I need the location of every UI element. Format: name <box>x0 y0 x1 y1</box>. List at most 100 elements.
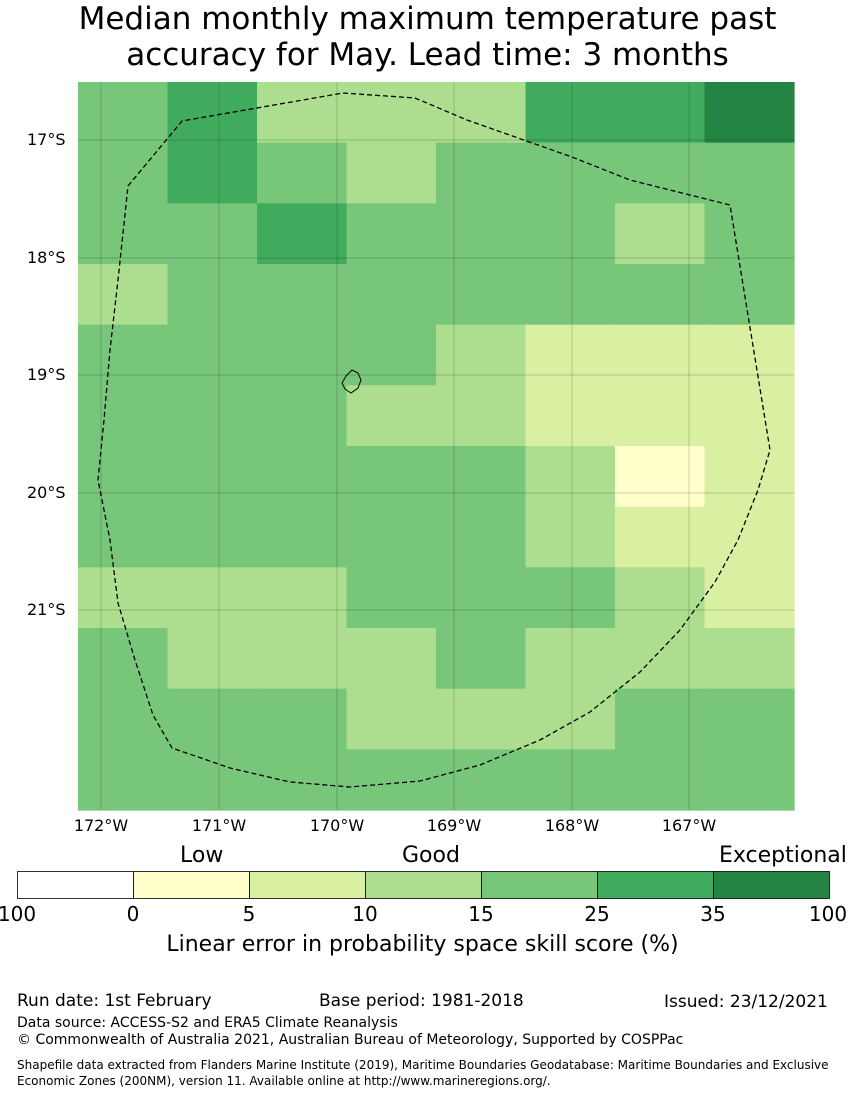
grid-cell <box>167 324 258 386</box>
grid-cell <box>346 688 437 750</box>
grid-cell <box>167 82 258 144</box>
grid-cell <box>167 385 258 447</box>
grid-cell <box>525 324 616 386</box>
lon-label-169w: 169°W <box>426 816 482 835</box>
colorbar-tick-25: 25 <box>584 902 610 926</box>
grid-cell <box>78 688 169 750</box>
colorbar-segment <box>133 871 250 899</box>
grid-cell <box>704 446 795 508</box>
lon-label-171w: 171°W <box>191 816 247 835</box>
colorbar-tick-15: 15 <box>468 902 494 926</box>
grid-cell <box>704 749 795 811</box>
grid-cell <box>167 628 258 690</box>
grid-cell <box>704 688 795 750</box>
grid-cell <box>78 82 169 144</box>
grid-cell <box>167 446 258 508</box>
grid-cell <box>257 203 348 265</box>
grid-cell <box>78 142 169 204</box>
lat-label-19s: 19°S <box>27 365 66 384</box>
issued-date: Issued: 23/12/2021 <box>664 992 828 1012</box>
grid-cell <box>167 264 258 326</box>
grid-cell <box>615 264 706 326</box>
grid-cell <box>167 506 258 568</box>
grid-cell <box>525 203 616 265</box>
grid-cell <box>436 385 527 447</box>
grid-cell <box>436 567 527 629</box>
grid-cell <box>78 324 169 386</box>
grid-cell <box>257 749 348 811</box>
grid-cell <box>525 142 616 204</box>
grid-cell <box>525 628 616 690</box>
grid-cell <box>525 749 616 811</box>
grid-cell <box>78 628 169 690</box>
grid-cell <box>346 446 437 508</box>
grid-cell <box>436 142 527 204</box>
shapefile-credit: Shapefile data extracted from Flanders M… <box>17 1058 829 1088</box>
grid-cell <box>615 749 706 811</box>
colorbar-tick-100-high: 100 <box>808 902 848 926</box>
category-good: Good <box>402 843 460 868</box>
copyright: © Commonwealth of Australia 2021, Austra… <box>17 1032 684 1048</box>
grid-cell <box>257 628 348 690</box>
colorbar-title: Linear error in probability space skill … <box>166 932 679 957</box>
grid-cell <box>167 567 258 629</box>
grid-cell <box>525 82 616 144</box>
colorbar-tick-35: 35 <box>700 902 726 926</box>
lon-label-172w: 172°W <box>73 816 129 835</box>
grid-cell <box>167 203 258 265</box>
category-exceptional: Exceptional <box>719 843 847 868</box>
grid-cell <box>704 385 795 447</box>
grid-cell <box>704 567 795 629</box>
grid-cell <box>525 446 616 508</box>
grid-cell <box>525 688 616 750</box>
grid-cell <box>436 82 527 144</box>
grid-cells <box>78 82 795 811</box>
grid-cell <box>436 506 527 568</box>
grid-cell <box>615 446 706 508</box>
grid-cell <box>257 506 348 568</box>
grid-cell <box>615 203 706 265</box>
grid-cell <box>615 506 706 568</box>
lon-label-170w: 170°W <box>309 816 365 835</box>
grid-cell <box>436 688 527 750</box>
grid-cell <box>257 324 348 386</box>
grid-cell <box>257 446 348 508</box>
grid-cell <box>346 628 437 690</box>
eez-boundary <box>97 92 771 788</box>
grid-cell <box>346 324 437 386</box>
lat-label-21s: 21°S <box>27 600 66 619</box>
skill-score-map <box>78 82 795 811</box>
grid-cell <box>615 82 706 144</box>
grid-cell <box>346 203 437 265</box>
grid-cell <box>78 506 169 568</box>
grid-cell <box>346 385 437 447</box>
grid-cell <box>704 506 795 568</box>
grid-cell <box>615 385 706 447</box>
chart-title-line-2: accuracy for May. Lead time: 3 months <box>126 37 729 73</box>
grid-cell <box>346 567 437 629</box>
colorbar-segment <box>481 871 598 899</box>
grid-cell <box>615 688 706 750</box>
colorbar-segment <box>597 871 714 899</box>
grid-cell <box>615 142 706 204</box>
data-source: Data source: ACCESS-S2 and ERA5 Climate … <box>17 1015 398 1031</box>
grid-cell <box>78 446 169 508</box>
grid-cell <box>436 264 527 326</box>
grid-cell <box>346 264 437 326</box>
grid-cell <box>78 749 169 811</box>
lat-label-17s: 17°S <box>27 130 66 149</box>
chart-title-line-1: Median monthly maximum temperature past <box>78 1 777 37</box>
grid-cell <box>704 82 795 144</box>
colorbar-segment <box>17 871 134 899</box>
grid-cell <box>436 446 527 508</box>
grid-cell <box>167 142 258 204</box>
grid-cell <box>346 142 437 204</box>
grid-cell <box>167 688 258 750</box>
category-low: Low <box>180 843 224 868</box>
niue-island-outline <box>341 369 362 394</box>
grid-cell <box>78 264 169 326</box>
colorbar <box>17 871 830 899</box>
grid-cell <box>525 385 616 447</box>
grid-cell <box>78 385 169 447</box>
grid-cell <box>615 324 706 386</box>
